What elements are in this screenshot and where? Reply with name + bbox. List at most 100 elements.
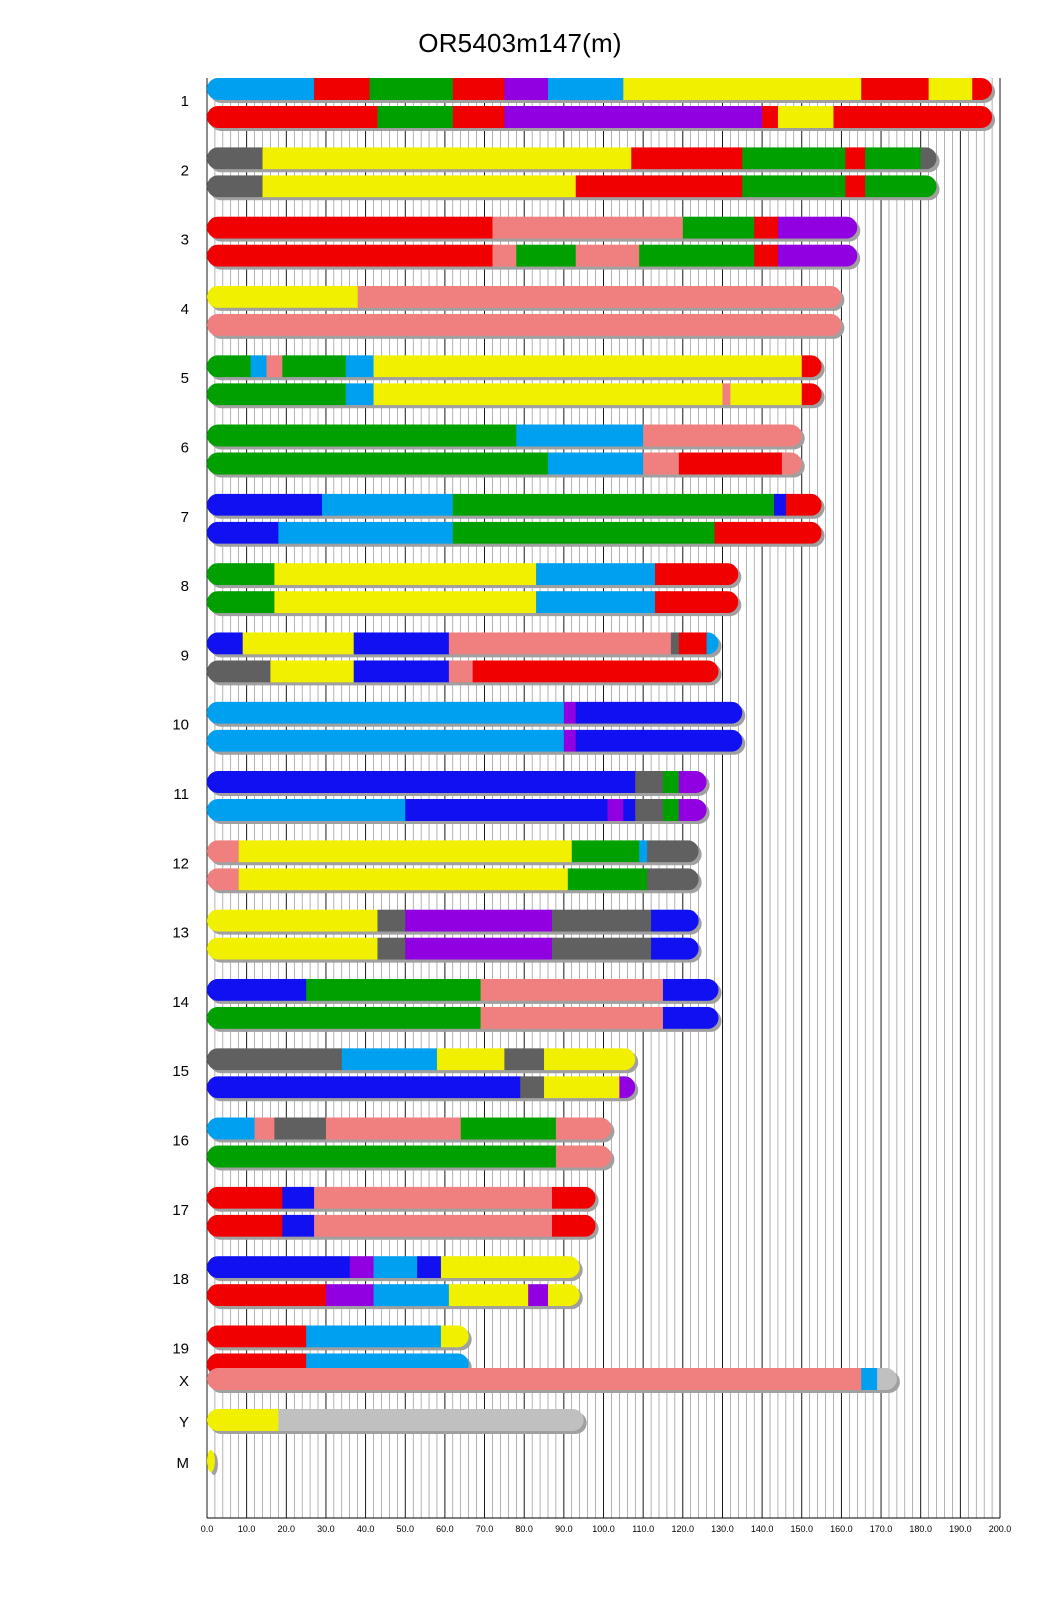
segment-red bbox=[845, 147, 866, 170]
segment-pink bbox=[480, 1006, 664, 1029]
segment-blue bbox=[207, 521, 279, 544]
segment-pink bbox=[266, 355, 283, 378]
segment-purple bbox=[777, 216, 858, 239]
segment-red bbox=[207, 1186, 283, 1209]
segment-gray bbox=[647, 868, 699, 891]
segment-gray bbox=[920, 147, 937, 170]
segment-lightblue bbox=[250, 355, 268, 378]
bar-segments bbox=[207, 937, 699, 960]
chromosome-17-haplotype-1 bbox=[207, 1186, 599, 1212]
segment-red bbox=[655, 591, 739, 614]
segment-yellow bbox=[730, 383, 803, 406]
segment-blue bbox=[282, 1214, 315, 1237]
segment-green bbox=[662, 771, 680, 793]
chromosome-label: 5 bbox=[181, 370, 189, 387]
bar-segments bbox=[207, 1006, 719, 1029]
segment-lightblue bbox=[373, 1256, 418, 1279]
bar-segments bbox=[207, 493, 822, 516]
x-tick-label: 200.0 bbox=[989, 1524, 1012, 1534]
chromosome-label: 15 bbox=[172, 1063, 189, 1080]
chromosome-label: 18 bbox=[172, 1271, 189, 1288]
bar-segments bbox=[207, 424, 802, 447]
chromosome-label: Y bbox=[179, 1414, 189, 1431]
bar-segments bbox=[207, 1186, 596, 1209]
chromosome-16-haplotype-2 bbox=[207, 1145, 615, 1171]
segment-lightblue bbox=[278, 521, 454, 544]
x-tick-label: 170.0 bbox=[870, 1524, 893, 1534]
segment-red bbox=[207, 216, 494, 239]
segment-gray bbox=[377, 909, 406, 932]
segment-blue bbox=[651, 937, 699, 960]
segment-lightblue bbox=[207, 799, 406, 821]
bar-segments bbox=[207, 1284, 580, 1307]
chromosome-label: 19 bbox=[172, 1340, 189, 1357]
segment-blue bbox=[662, 1006, 719, 1029]
segment-pink bbox=[314, 1214, 553, 1237]
segment-pink bbox=[314, 1186, 553, 1209]
segment-blue bbox=[282, 1186, 315, 1209]
bar-segments bbox=[207, 1145, 612, 1168]
segment-yellow bbox=[440, 1325, 469, 1348]
segment-red bbox=[452, 106, 505, 128]
segment-pink bbox=[207, 1368, 862, 1390]
segment-pink bbox=[781, 452, 802, 475]
x-tick-label: 100.0 bbox=[592, 1524, 615, 1534]
segment-pink bbox=[555, 1117, 612, 1140]
segment-red bbox=[972, 78, 993, 100]
chromosome-5-haplotype-2 bbox=[207, 383, 825, 409]
segment-pink bbox=[207, 313, 842, 336]
segment-blue bbox=[207, 978, 307, 1001]
segment-green bbox=[207, 424, 517, 447]
segment-purple bbox=[504, 78, 549, 100]
segment-yellow bbox=[777, 106, 835, 128]
segment-blue bbox=[353, 660, 450, 683]
segment-purple bbox=[325, 1284, 375, 1307]
segment-purple bbox=[678, 799, 707, 821]
bar-segments bbox=[207, 1450, 215, 1472]
segment-red bbox=[207, 1284, 327, 1307]
chromosome-9-haplotype-1 bbox=[207, 632, 722, 658]
bar-segments bbox=[207, 1048, 636, 1071]
segment-lightblue bbox=[861, 1368, 878, 1390]
chromosome-1-haplotype-1 bbox=[207, 78, 996, 103]
chromosome-label: 7 bbox=[181, 509, 189, 526]
bar-segments bbox=[207, 452, 802, 475]
segment-red bbox=[678, 632, 708, 655]
segment-green bbox=[742, 147, 846, 170]
segment-yellow bbox=[448, 1284, 529, 1307]
chromosome-Y-haplotype-1 bbox=[207, 1409, 587, 1434]
segment-gray bbox=[377, 937, 406, 960]
segment-green bbox=[207, 383, 347, 406]
segment-gray bbox=[207, 1048, 343, 1071]
segment-yellow bbox=[274, 591, 537, 614]
bar-segments bbox=[207, 868, 699, 891]
chromosome-18-haplotype-2 bbox=[207, 1284, 583, 1310]
segment-lightblue bbox=[547, 452, 644, 475]
segment-yellow bbox=[207, 1409, 279, 1431]
segment-gray bbox=[207, 175, 264, 198]
bar-segments bbox=[207, 660, 719, 683]
chromosome-X-haplotype-1 bbox=[207, 1368, 900, 1393]
segment-lightblue bbox=[639, 840, 648, 863]
segment-yellow bbox=[440, 1256, 580, 1279]
chromosome-6-haplotype-1 bbox=[207, 424, 805, 450]
segment-red bbox=[452, 78, 505, 100]
chromosome-11-haplotype-2 bbox=[207, 799, 710, 824]
segment-red bbox=[551, 1214, 596, 1237]
chromosome-4-haplotype-2 bbox=[207, 313, 845, 339]
bar-segments bbox=[207, 1325, 469, 1348]
chromosome-9-haplotype-2 bbox=[207, 660, 722, 686]
segment-pink bbox=[480, 978, 664, 1001]
segment-blue bbox=[207, 1076, 521, 1099]
segment-yellow bbox=[207, 909, 379, 932]
chromosome-8-haplotype-2 bbox=[207, 591, 742, 617]
chromosome-4-haplotype-1 bbox=[207, 285, 845, 311]
segment-gray bbox=[274, 1117, 327, 1140]
chromosome-label: 10 bbox=[172, 717, 189, 734]
bar-segments bbox=[207, 729, 743, 752]
chromosome-label: 3 bbox=[181, 232, 189, 249]
segment-purple bbox=[563, 701, 577, 724]
chromosome-label: 1 bbox=[181, 93, 189, 110]
bar-segments bbox=[207, 799, 707, 821]
x-tick-label: 160.0 bbox=[830, 1524, 853, 1534]
